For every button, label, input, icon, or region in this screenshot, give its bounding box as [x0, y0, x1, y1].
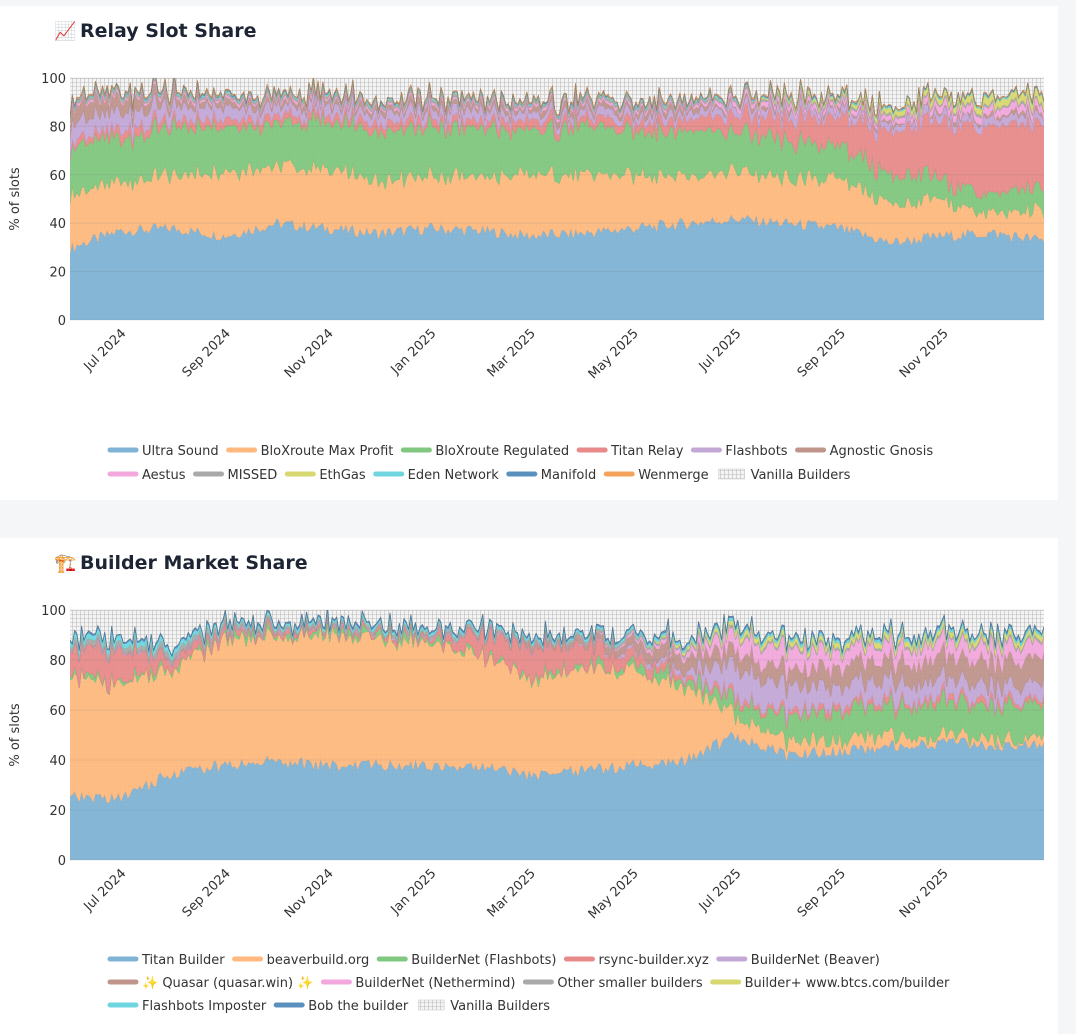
x-tick-label: Nov 2025: [897, 866, 952, 921]
relay-chart-title: 📈 Relay Slot Share: [54, 20, 257, 42]
legend-item-titan-relay[interactable]: Titan Relay: [576, 444, 684, 459]
legend-item-vanilla-builders[interactable]: Vanilla Builders: [718, 468, 851, 483]
x-tick-label: Nov 2024: [282, 326, 337, 381]
x-tick-label: Mar 2025: [485, 866, 539, 920]
area-edge-line: [70, 610, 1044, 657]
y-tick-label: 0: [58, 314, 66, 329]
x-tick-label: Jul 2025: [696, 326, 745, 375]
legend-label: Vanilla Builders: [751, 468, 851, 483]
y-axis-title: % of slots: [8, 167, 23, 231]
y-tick-label: 100: [41, 604, 66, 619]
legend-label: BuilderNet (Nethermind): [355, 976, 515, 991]
legend-item-titan-builder[interactable]: Titan Builder: [107, 953, 225, 968]
legend-swatch: [417, 999, 445, 1011]
legend-label: Manifold: [541, 468, 596, 483]
legend-item-other-smaller-builders[interactable]: Other smaller builders: [522, 976, 703, 991]
legend-label: ✨ Quasar (quasar.win) ✨: [142, 975, 313, 991]
relay-slot-share-card: 📈 Relay Slot Share 0 20 40 60 80 100 % of slots…: [0, 6, 1058, 500]
legend-item-ethgas[interactable]: EthGas: [284, 468, 366, 483]
legend-label: Flashbots Imposter: [142, 999, 267, 1014]
legend-item-bloxroute-regulated[interactable]: BloXroute Regulated: [400, 444, 569, 459]
legend-item-eden-network[interactable]: Eden Network: [373, 468, 500, 483]
legend-item-flashbots[interactable]: Flashbots: [690, 444, 788, 459]
legend-item-bob-the-builder[interactable]: Bob the builder: [273, 999, 409, 1014]
legend-label: BloXroute Max Profit: [261, 444, 394, 459]
x-tick-label: Sep 2025: [795, 866, 849, 920]
y-tick-label: 20: [49, 804, 66, 819]
legend-label: EthGas: [319, 468, 366, 483]
legend-label: Aestus: [142, 468, 186, 483]
y-tick-label: 100: [41, 72, 66, 87]
legend-item-flashbots-imposter[interactable]: Flashbots Imposter: [107, 999, 267, 1014]
relay-chart-title-text: Relay Slot Share: [80, 20, 257, 42]
x-tick-label: May 2025: [586, 866, 642, 922]
legend-item-manifold[interactable]: Manifold: [506, 468, 596, 483]
legend-item-rsync-builder-xyz[interactable]: rsync-builder.xyz: [563, 953, 709, 968]
legend-item-builder-www-btcs-com-builder[interactable]: Builder+ www.btcs.com/builder: [710, 976, 950, 991]
legend-label: Builder+ www.btcs.com/builder: [745, 976, 950, 991]
y-axis-title: % of slots: [8, 703, 23, 767]
legend-label: Other smaller builders: [557, 976, 702, 991]
x-tick-label: Jan 2025: [388, 326, 440, 378]
legend-label: Titan Builder: [141, 953, 225, 968]
y-tick-label: 40: [49, 217, 66, 232]
legend-item-agnostic-gnosis[interactable]: Agnostic Gnosis: [795, 444, 934, 459]
relay-chart-svg[interactable]: 0 20 40 60 80 100 % of slots Jul 2024 Sep 2024 No…: [0, 6, 1058, 500]
legend-item-missed[interactable]: MISSED: [193, 468, 278, 483]
x-tick-label: Jul 2024: [81, 866, 130, 915]
legend-item-wenmerge[interactable]: Wenmerge: [603, 468, 709, 483]
area-edge-line: [70, 78, 1044, 117]
x-tick-label: Jul 2024: [81, 326, 130, 375]
legend-label: Vanilla Builders: [450, 999, 550, 1014]
legend-label: Titan Relay: [610, 444, 684, 459]
legend-label: BloXroute Regulated: [435, 444, 569, 459]
y-tick-label: 0: [58, 854, 66, 869]
x-tick-label: Mar 2025: [485, 326, 539, 380]
builder-chart-svg[interactable]: 0 20 40 60 80 100 % of slots Jul 2024 Sep 2024 No…: [0, 538, 1058, 1034]
x-tick-label: Sep 2024: [180, 866, 234, 920]
builder-market-share-card: 🏗️ Builder Market Share 0 20 40 60 80 100 % of …: [0, 538, 1058, 1034]
x-tick-label: Nov 2025: [897, 326, 952, 381]
x-tick-label: Jul 2025: [696, 866, 745, 915]
legend-label: BuilderNet (Flashbots): [411, 953, 556, 968]
chart-increasing-icon: 📈: [54, 21, 77, 42]
x-tick-label: Sep 2024: [180, 326, 234, 380]
y-tick-label: 80: [49, 654, 66, 669]
legend-item-ultra-sound[interactable]: Ultra Sound: [107, 444, 219, 459]
legend-label: MISSED: [228, 468, 278, 483]
x-tick-label: Jan 2025: [388, 866, 440, 918]
legend-label: beaverbuild.org: [267, 953, 370, 968]
y-tick-label: 40: [49, 754, 66, 769]
y-tick-label: 60: [49, 704, 66, 719]
legend-label: Agnostic Gnosis: [830, 444, 934, 459]
builder-chart-title-text: Builder Market Share: [80, 552, 308, 574]
legend-label: Eden Network: [408, 468, 500, 483]
legend-item-quasar-quasar-win[interactable]: ✨ Quasar (quasar.win) ✨: [107, 975, 313, 991]
legend-label: Flashbots: [725, 444, 787, 459]
legend-item-aestus[interactable]: Aestus: [107, 468, 186, 483]
legend-item-beaverbuild-org[interactable]: beaverbuild.org: [232, 953, 370, 968]
legend-label: rsync-builder.xyz: [598, 953, 709, 968]
legend-item-vanilla-builders[interactable]: Vanilla Builders: [417, 999, 550, 1014]
legend-label: BuilderNet (Beaver): [751, 953, 880, 968]
legend-label: Ultra Sound: [142, 444, 219, 459]
construction-crane-icon: 🏗️: [54, 553, 77, 574]
legend-label: Wenmerge: [638, 468, 708, 483]
builder-chart-title: 🏗️ Builder Market Share: [54, 552, 308, 574]
x-tick-label: May 2025: [586, 326, 642, 382]
y-tick-label: 60: [49, 169, 66, 184]
area-series-bob-the-builder[interactable]: [70, 607, 1044, 658]
area-series-wenmerge[interactable]: [70, 72, 1044, 118]
legend-item-buildernet-nethermind[interactable]: BuilderNet (Nethermind): [320, 976, 515, 991]
legend-item-bloxroute-max-profit[interactable]: BloXroute Max Profit: [226, 444, 394, 459]
legend-label: Bob the builder: [308, 999, 409, 1014]
x-tick-label: Sep 2025: [795, 326, 849, 380]
legend-item-buildernet-beaver[interactable]: BuilderNet (Beaver): [716, 953, 880, 968]
legend-swatch: [718, 468, 745, 480]
x-tick-label: Nov 2024: [282, 866, 337, 921]
y-tick-label: 20: [49, 266, 66, 281]
y-tick-label: 80: [49, 120, 66, 135]
legend-item-buildernet-flashbots[interactable]: BuilderNet (Flashbots): [376, 953, 556, 968]
